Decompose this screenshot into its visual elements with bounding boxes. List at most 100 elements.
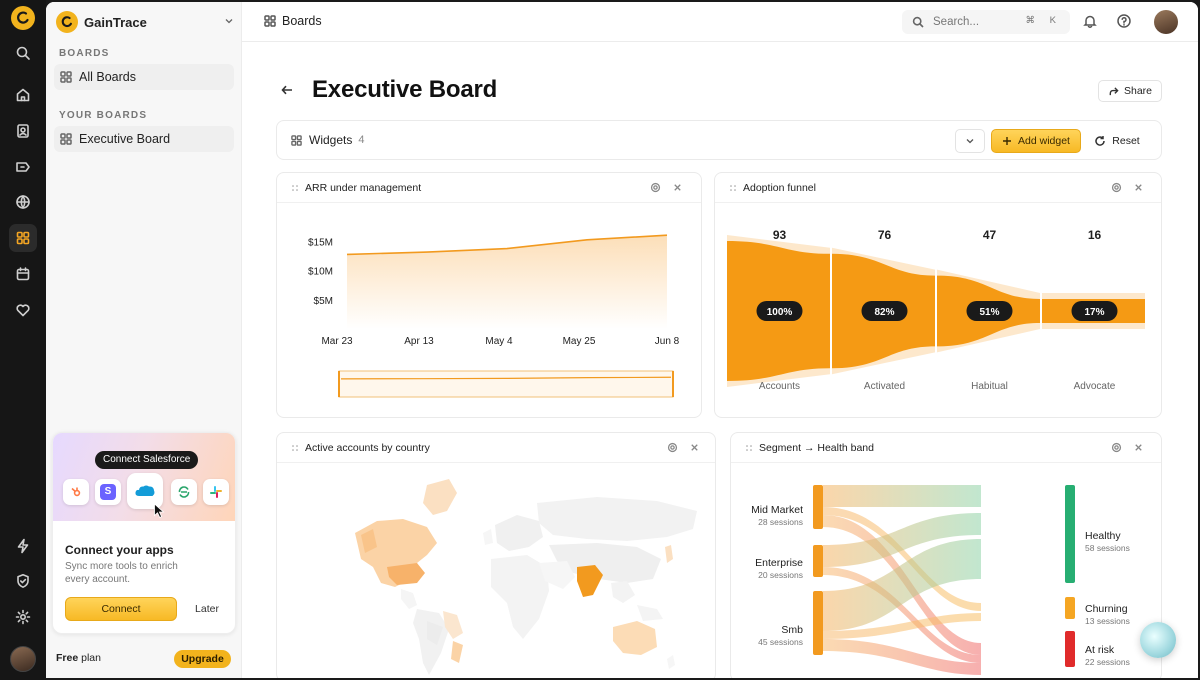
region-usa[interactable]: [387, 563, 425, 585]
funnel-percent-pill: [966, 301, 1013, 321]
boards-icon[interactable]: [9, 224, 37, 252]
target-label: Churning: [1085, 603, 1128, 615]
page-title: Executive Board: [312, 76, 498, 103]
gear-icon[interactable]: [650, 182, 661, 193]
gear-icon[interactable]: [667, 442, 678, 453]
assistant-bubble-icon[interactable]: [1140, 622, 1176, 658]
profile-avatar[interactable]: [1154, 10, 1178, 34]
close-icon[interactable]: [689, 442, 700, 453]
node-at-risk[interactable]: [1065, 631, 1075, 667]
search-icon[interactable]: [9, 39, 37, 67]
widget-header: Adoption funnel: [715, 173, 1161, 203]
sidebar: GainTrace BOARDS All Boards YOUR BOARDS …: [46, 2, 242, 678]
help-icon[interactable]: [1116, 13, 1132, 29]
x-tick-label: May 4: [485, 336, 513, 347]
drag-handle-icon[interactable]: [729, 184, 737, 192]
source-sessions: 20 sessions: [758, 570, 803, 580]
slack-icon[interactable]: [203, 479, 229, 505]
add-widget-button[interactable]: Add widget: [991, 129, 1081, 153]
y-tick-label: $5M: [314, 296, 333, 307]
stripe-icon[interactable]: S: [95, 479, 121, 505]
chevron-down-icon: [225, 19, 233, 24]
link-enterprise-healthy[interactable]: [823, 513, 981, 567]
funnel-percent: 100%: [767, 307, 793, 318]
breadcrumb-label: Boards: [282, 14, 322, 28]
connect-button[interactable]: Connect: [65, 597, 177, 621]
calendar-icon[interactable]: [9, 260, 37, 288]
drag-handle-icon[interactable]: [745, 444, 753, 452]
sidebar-item-label: Executive Board: [79, 132, 171, 146]
reset-icon: [1095, 136, 1106, 146]
arr-area: [347, 235, 667, 329]
home-icon[interactable]: [9, 81, 37, 109]
bolt-icon[interactable]: [9, 532, 37, 560]
plan-suffix: plan: [78, 652, 101, 664]
funnel-value: 47: [983, 228, 997, 242]
link-enterprise-atrisk[interactable]: [823, 567, 981, 663]
link-midmarket-healthy[interactable]: [823, 485, 981, 507]
upgrade-button[interactable]: Upgrade: [174, 650, 231, 668]
salesforce-icon[interactable]: [127, 473, 163, 509]
shield-icon[interactable]: [9, 567, 37, 595]
arr-chart: $5M $10M $15M Mar 23 Apr 13 May 4 May 25 Jun 8: [308, 234, 680, 398]
region-north-america[interactable]: [355, 519, 437, 587]
funnel-percent-pill: [756, 301, 803, 321]
sidebar-item-all-boards[interactable]: All Boards: [54, 64, 234, 90]
drag-handle-icon[interactable]: [291, 444, 299, 452]
logo-icon[interactable]: [11, 6, 35, 30]
your-boards-section-label: YOUR BOARDS: [59, 110, 148, 121]
widget-title: ARR under management: [305, 182, 422, 194]
funnel-percent-pill: [1071, 301, 1118, 321]
later-button[interactable]: Later: [195, 603, 219, 615]
reset-label: Reset: [1112, 135, 1140, 147]
workspace-switcher[interactable]: GainTrace: [56, 10, 234, 34]
funnel-category: Habitual: [971, 381, 1008, 392]
link-smb-churning[interactable]: [823, 613, 981, 639]
gear-icon[interactable]: [9, 603, 37, 631]
share-label: Share: [1123, 85, 1153, 97]
link-midmarket-atrisk[interactable]: [823, 515, 981, 655]
grid-icon: [291, 134, 302, 146]
bell-icon[interactable]: [1082, 13, 1098, 29]
breadcrumb[interactable]: Boards: [264, 14, 322, 28]
sync-icon[interactable]: [171, 479, 197, 505]
link-smb-atrisk[interactable]: [823, 639, 981, 675]
drag-handle-icon[interactable]: [291, 184, 299, 192]
link-smb-healthy[interactable]: [823, 539, 981, 631]
region-australia[interactable]: [613, 621, 657, 655]
close-icon[interactable]: [672, 182, 683, 193]
node-smb[interactable]: [813, 591, 823, 655]
close-icon[interactable]: [1133, 442, 1144, 453]
widgets-dropdown[interactable]: [955, 129, 985, 153]
node-enterprise[interactable]: [813, 545, 823, 577]
node-healthy[interactable]: [1065, 485, 1075, 583]
plan-label: Free plan: [56, 652, 101, 664]
gear-icon[interactable]: [1111, 182, 1122, 193]
target-label: At risk: [1085, 644, 1115, 656]
gear-icon[interactable]: [1111, 442, 1122, 453]
share-button[interactable]: Share: [1098, 80, 1162, 102]
widget-title: Adoption funnel: [743, 182, 816, 194]
grid-icon: [60, 133, 72, 145]
hubspot-icon[interactable]: [63, 479, 89, 505]
node-churning[interactable]: [1065, 597, 1075, 619]
reset-button[interactable]: Reset: [1087, 129, 1147, 153]
heart-icon[interactable]: [9, 296, 37, 324]
close-icon[interactable]: [1133, 182, 1144, 193]
node-mid-market[interactable]: [813, 485, 823, 529]
globe-icon[interactable]: [9, 188, 37, 216]
contacts-icon[interactable]: [9, 117, 37, 145]
range-brush[interactable]: [338, 370, 674, 398]
search-placeholder: Search...: [933, 16, 980, 28]
ticket-icon[interactable]: [9, 153, 37, 181]
share-icon: [1109, 86, 1119, 95]
search-input[interactable]: Search... ⌘ K: [902, 10, 1070, 34]
back-arrow-icon[interactable]: [280, 83, 294, 97]
sidebar-item-executive-board[interactable]: Executive Board: [54, 126, 234, 152]
adoption-funnel-widget: Adoption funnel 93 100% Accounts 76 82% Activ…: [714, 172, 1162, 418]
widget-header: ARR under management: [277, 173, 701, 203]
user-avatar[interactable]: [10, 646, 36, 672]
region-india[interactable]: [577, 565, 603, 597]
target-sessions: 13 sessions: [1085, 616, 1130, 626]
funnel-value: 76: [878, 228, 892, 242]
